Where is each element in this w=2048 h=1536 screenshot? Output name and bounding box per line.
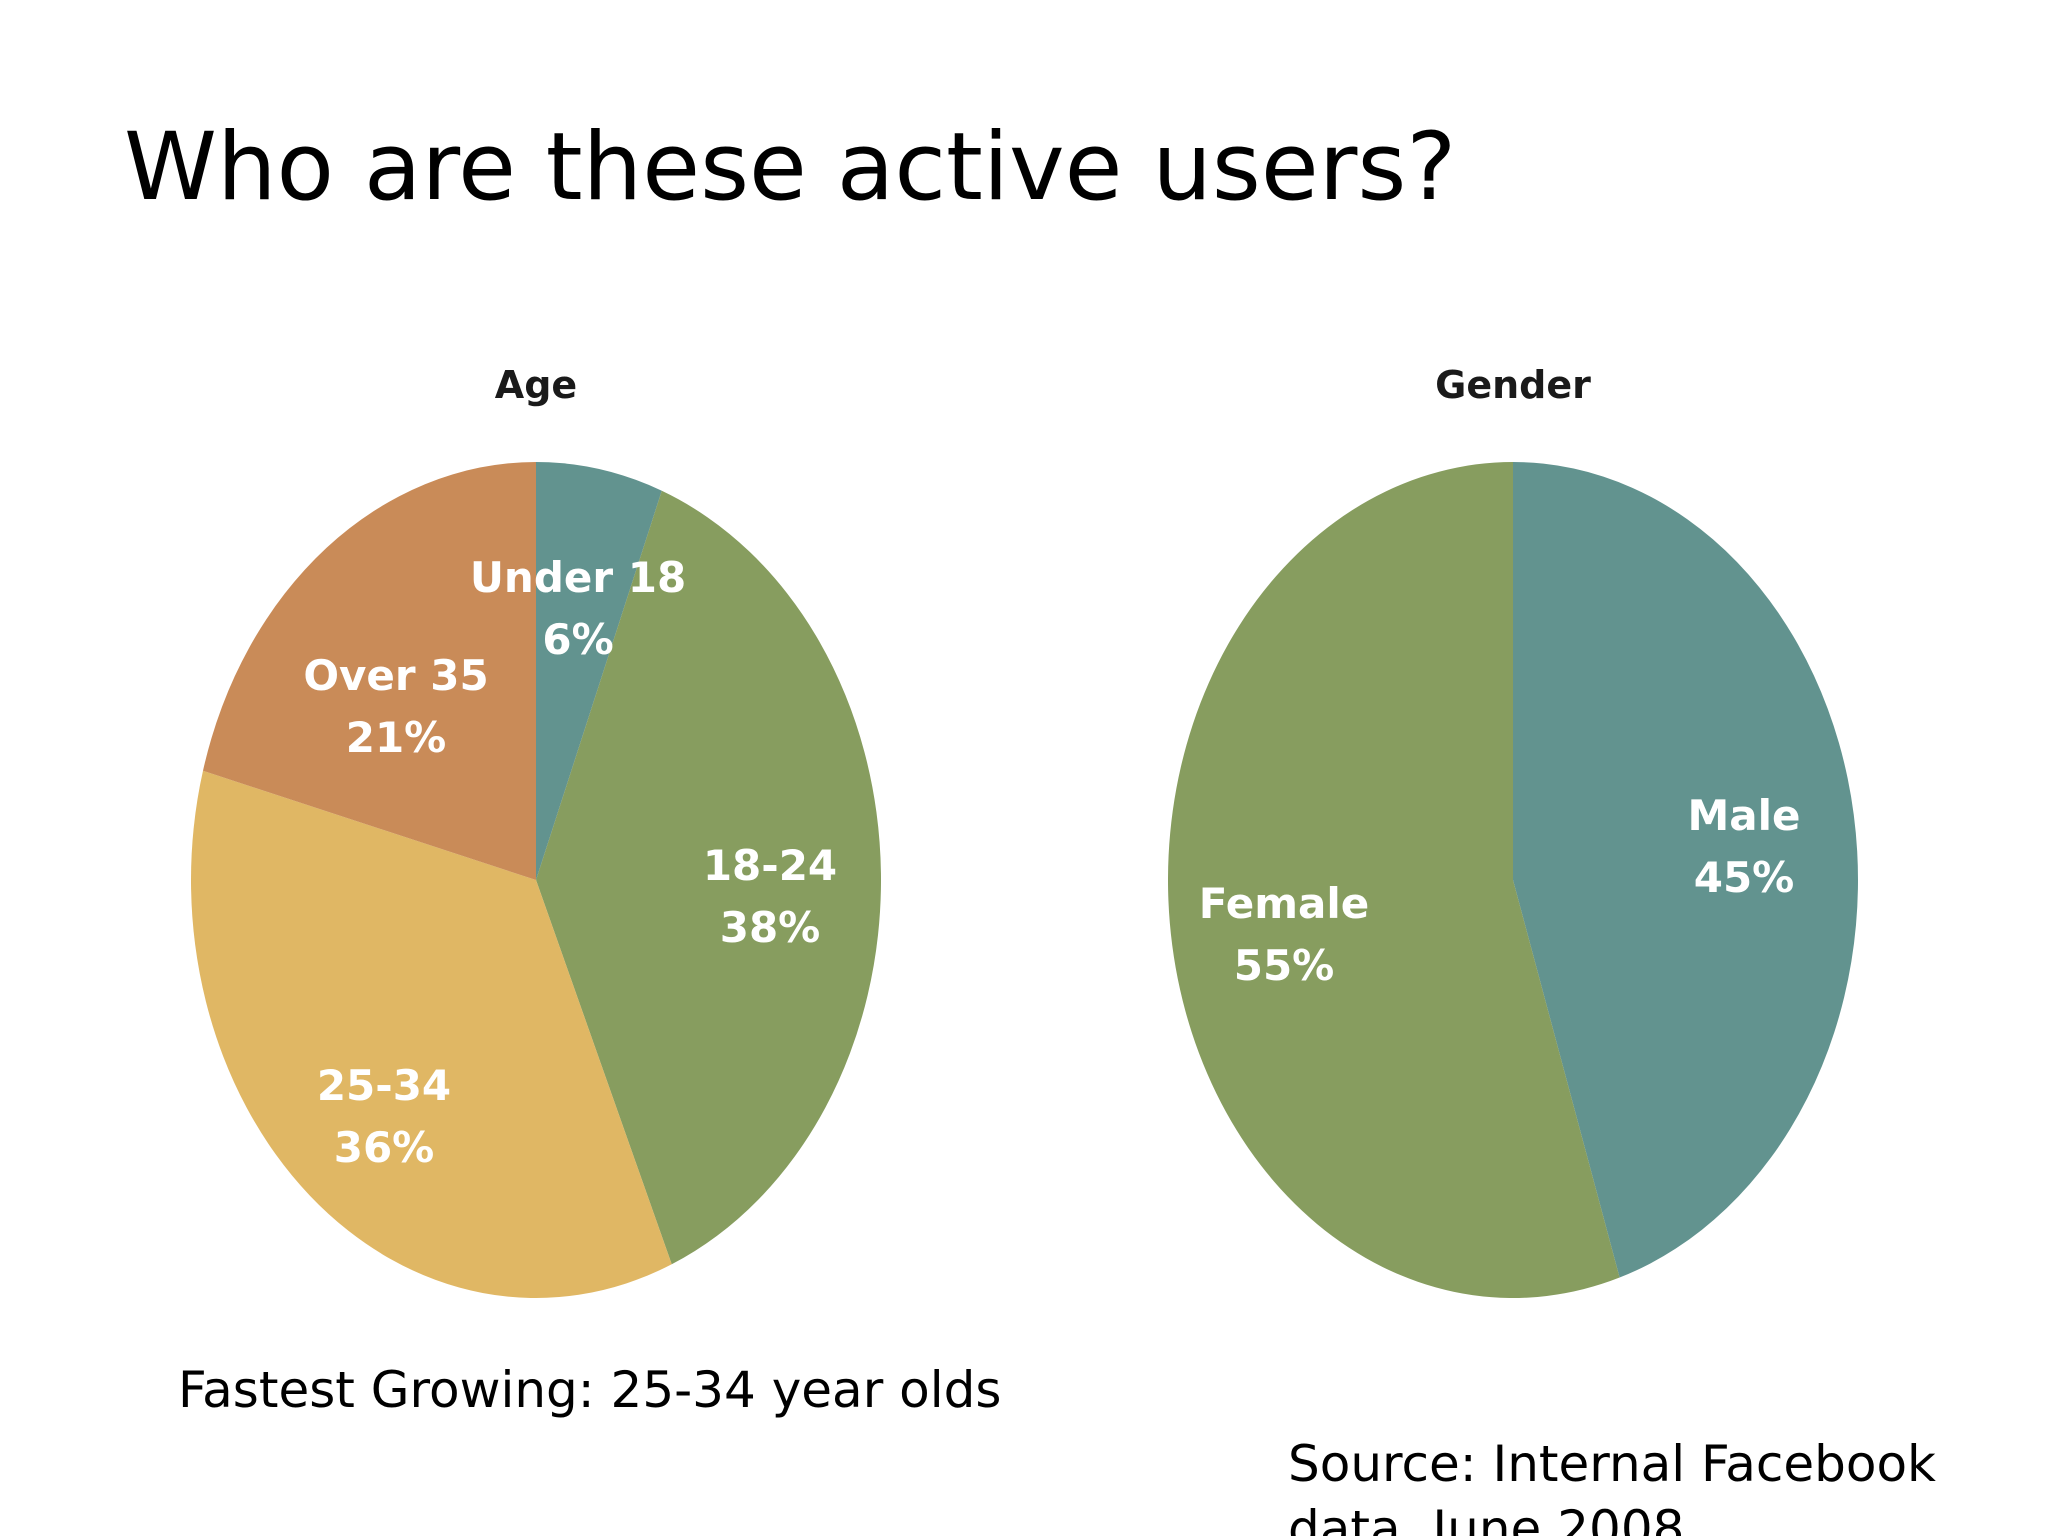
slice-label: Over 35 21% bbox=[303, 651, 488, 762]
gender-pie-chart: Gender Male 45% Female 55% bbox=[1167, 363, 1858, 1298]
slide-title: Who are these active users? bbox=[124, 113, 1457, 222]
pie-slice-male bbox=[1513, 462, 1858, 1278]
slice-value-label: 55% bbox=[1234, 941, 1335, 990]
slice-value-label: 21% bbox=[346, 713, 447, 762]
slice-label: Male 45% bbox=[1687, 791, 1800, 902]
fastest-growing-note: Fastest Growing: 25-34 year olds bbox=[178, 1361, 1002, 1419]
slice-label: 25-34 36% bbox=[317, 1061, 451, 1172]
pie-slice-female bbox=[1167, 462, 1620, 1298]
slice-category-label: 25-34 bbox=[317, 1061, 451, 1110]
pie-slice-under-18 bbox=[536, 462, 662, 880]
slice-value-label: 38% bbox=[720, 903, 821, 952]
pie-slice-18-24 bbox=[536, 490, 881, 1265]
slice-category-label: Female bbox=[1199, 879, 1369, 928]
slice-value-label: 45% bbox=[1694, 853, 1795, 902]
slice-category-label: Under 18 bbox=[470, 553, 686, 602]
age-pie-chart: Age Under 18 6% 18-24 38% 25-34 36% Over 35 21% bbox=[190, 363, 881, 1298]
chart-title: Gender bbox=[1435, 363, 1591, 407]
source-note: Source: Internal Facebook data, June 200… bbox=[1288, 1435, 1936, 1536]
slice-category-label: Over 35 bbox=[303, 651, 488, 700]
slice-label: Female 55% bbox=[1199, 879, 1369, 990]
slice-value-label: 36% bbox=[334, 1123, 435, 1172]
pie-slice-over-35 bbox=[202, 462, 536, 880]
slice-category-label: 18-24 bbox=[703, 841, 837, 890]
slice-category-label: Male bbox=[1687, 791, 1800, 840]
slice-label: 18-24 38% bbox=[703, 841, 837, 952]
chart-title: Age bbox=[495, 363, 577, 407]
slice-label: Under 18 6% bbox=[470, 553, 686, 664]
slice-value-label: 6% bbox=[542, 615, 613, 664]
pie-slice-25-34 bbox=[190, 770, 672, 1298]
